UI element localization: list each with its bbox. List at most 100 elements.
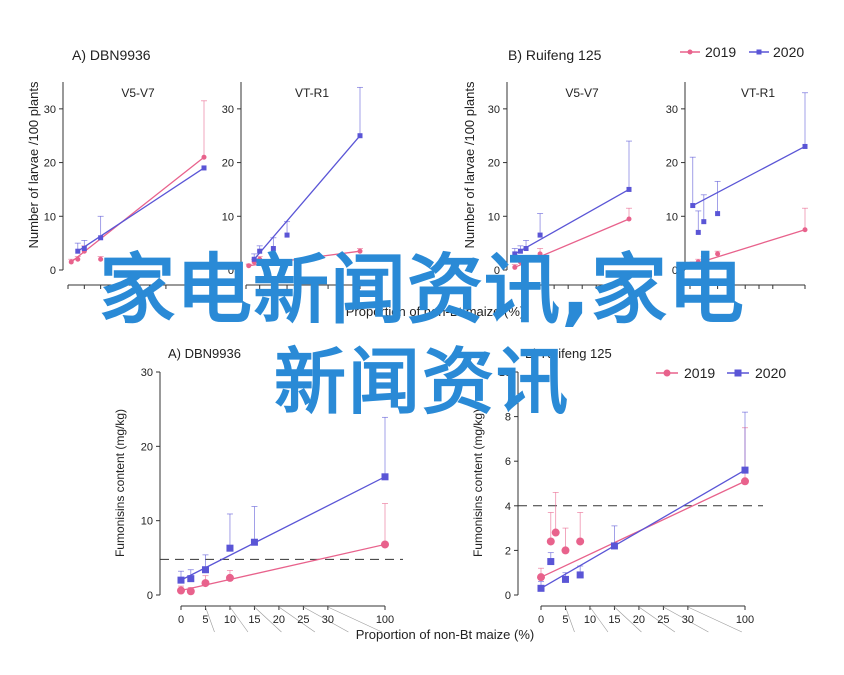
- point-2019: [512, 264, 518, 270]
- point-2019: [802, 227, 808, 233]
- point-2020: [517, 248, 523, 254]
- point-2020: [537, 584, 545, 592]
- series-2019-trend: [514, 218, 630, 268]
- legend-bottom-2020-marker: [734, 369, 742, 377]
- point-2020: [270, 246, 276, 252]
- point-2019: [537, 573, 545, 582]
- point-2019: [246, 263, 252, 269]
- x-tick-leader: [614, 606, 642, 633]
- ylabel-a-bottom: Fumonisins content (mg/kg): [113, 409, 127, 557]
- y-tick-label: 20: [222, 158, 234, 170]
- point-2019: [701, 256, 707, 262]
- point-2019: [225, 573, 234, 582]
- y-tick-label: 20: [44, 158, 56, 170]
- legend-bottom-2020-label: 2020: [755, 365, 786, 381]
- x-tick-label: 15: [248, 614, 260, 626]
- point-2020: [715, 211, 721, 217]
- legend-bottom: 2019 2020: [656, 365, 786, 381]
- point-2019: [381, 540, 389, 549]
- panel-b-top-label: B) Ruifeng 125: [508, 47, 602, 63]
- x-tick-leader: [303, 606, 349, 633]
- point-2020: [257, 248, 263, 254]
- point-2019: [68, 259, 74, 265]
- ylabel-b-top: Number of larvae /100 plants: [462, 81, 477, 248]
- point-2019: [561, 546, 570, 555]
- x-tick-label: 15: [608, 614, 620, 626]
- legend-bottom-2019-marker: [663, 369, 671, 377]
- legend-top-2020-marker: [756, 49, 762, 55]
- x-tick-label: 10: [224, 614, 236, 626]
- x-tick-leader: [687, 606, 743, 633]
- panel-a-top-label: A) DBN9936: [72, 47, 151, 63]
- point-2020: [561, 575, 569, 583]
- point-2020: [81, 246, 87, 252]
- xlabel-bottom: Proportion of non-Bt maize (%): [356, 627, 534, 642]
- point-2019: [741, 477, 749, 486]
- y-tick-label: 30: [44, 104, 56, 116]
- point-2019: [695, 259, 701, 265]
- point-2020: [690, 203, 696, 209]
- x-tick-label: 0: [538, 614, 544, 626]
- x-tick-label: 20: [273, 614, 285, 626]
- y-tick-label: 30: [488, 104, 500, 116]
- point-2019: [626, 216, 632, 222]
- x-tick-label: 100: [736, 614, 754, 626]
- x-tick-leader: [565, 606, 575, 633]
- y-tick-label: 30: [666, 104, 678, 116]
- series-2019-trend: [248, 250, 361, 267]
- point-2020: [610, 542, 618, 550]
- subtitle-b-vt: VT-R1: [741, 86, 775, 100]
- subtitle-a-vt: VT-R1: [295, 86, 329, 100]
- subtitle-a-v5: V5-V7: [121, 86, 155, 100]
- ylabel-a-top: Number of larvae /100 plants: [26, 81, 41, 248]
- x-tick-label: 10: [584, 614, 596, 626]
- y-tick-label: 0: [50, 265, 56, 277]
- x-tick-label: 100: [376, 614, 394, 626]
- point-2019: [186, 587, 195, 596]
- point-2020: [523, 246, 529, 252]
- panel-0: 0 10 20 30: [44, 82, 207, 289]
- series-2020-trend: [253, 135, 361, 260]
- y-tick-label: 10: [666, 211, 678, 223]
- point-2020: [547, 558, 555, 566]
- ylabel-b-bottom: Fumonisins content (mg/kg): [471, 409, 485, 557]
- point-2019: [357, 248, 363, 254]
- y-tick-label: 30: [141, 367, 153, 379]
- panel-1: 0 10 20 30: [222, 82, 363, 289]
- subtitle-b-v5: V5-V7: [565, 86, 599, 100]
- point-2020: [626, 186, 632, 192]
- point-2020: [357, 133, 363, 139]
- panel-3: 0 10 20 30: [666, 82, 808, 289]
- point-2020: [75, 248, 81, 254]
- point-2020: [512, 251, 518, 257]
- x-tick-label: 5: [562, 614, 568, 626]
- series-2019-trend: [70, 156, 205, 263]
- y-tick-label: 6: [505, 456, 511, 468]
- point-2020: [201, 165, 207, 171]
- y-tick-label: 10: [488, 211, 500, 223]
- point-2020: [201, 566, 209, 574]
- point-2020: [695, 229, 701, 235]
- x-tick-label: 25: [657, 614, 669, 626]
- panel-4: 0 10 20 30 0 5 10 15 20 25 30 100: [141, 367, 403, 633]
- point-2020: [381, 473, 389, 481]
- y-tick-label: 20: [488, 158, 500, 170]
- series-2019-trend: [692, 229, 806, 266]
- legend-top-2019-label: 2019: [705, 44, 736, 60]
- point-2019: [690, 262, 696, 268]
- x-tick-label: 30: [682, 614, 694, 626]
- xlabel-top: Proportion of non-Bt maize (%): [346, 304, 524, 319]
- y-tick-label: 0: [494, 265, 500, 277]
- legend-top-2020-label: 2020: [773, 44, 804, 60]
- point-2020: [741, 466, 749, 474]
- point-2019: [201, 154, 207, 160]
- point-2020: [537, 232, 543, 238]
- point-2020: [802, 143, 808, 149]
- point-2020: [187, 575, 195, 583]
- point-2019: [576, 537, 585, 546]
- point-2019: [98, 256, 104, 262]
- point-2020: [576, 571, 584, 579]
- point-2019: [177, 586, 185, 595]
